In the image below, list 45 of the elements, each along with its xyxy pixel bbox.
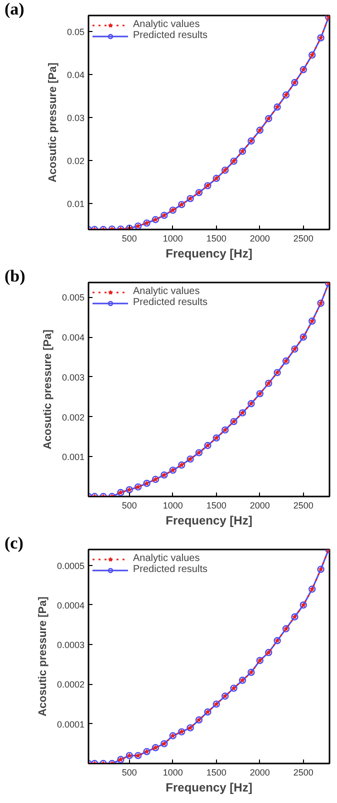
y-tick-label: 0.004 bbox=[62, 332, 85, 343]
y-tick-label: 0.03 bbox=[66, 112, 85, 123]
x-tick-label: 2500 bbox=[293, 500, 314, 510]
legend-label: Analytic values bbox=[133, 553, 200, 564]
x-tick-label: 2500 bbox=[293, 234, 314, 244]
x-axis-title: Frequency [Hz] bbox=[166, 514, 252, 528]
y-tick-label: 0.0001 bbox=[56, 719, 85, 730]
y-tick-label: 0.04 bbox=[66, 70, 85, 80]
legend-label: Predicted results bbox=[133, 564, 208, 575]
y-tick-label: 0.02 bbox=[66, 156, 85, 166]
x-axis-title: Frequency [Hz] bbox=[166, 246, 252, 260]
legend-label: Predicted results bbox=[133, 30, 208, 41]
x-tick-label: 2000 bbox=[250, 768, 270, 778]
y-axis-title: Acosutic pressure [Pa] bbox=[36, 596, 49, 716]
x-tick-label: 1500 bbox=[206, 768, 226, 778]
y-tick-label: 0.0005 bbox=[56, 560, 85, 571]
y-tick-label: 0.05 bbox=[66, 26, 85, 37]
x-tick-label: 1000 bbox=[162, 500, 183, 510]
x-axis-title: Frequency [Hz] bbox=[166, 780, 252, 794]
x-tick-label: 2000 bbox=[250, 234, 270, 244]
text: (b) bbox=[4, 266, 26, 286]
y-tick-label: 0.0002 bbox=[56, 680, 85, 690]
text: (c) bbox=[4, 534, 24, 552]
y-axis-title: Acosutic pressure [Pa] bbox=[46, 62, 59, 182]
x-tick-label: 500 bbox=[122, 500, 137, 510]
y-tick-label: 0.001 bbox=[62, 452, 85, 462]
x-tick-label: 500 bbox=[122, 768, 137, 778]
y-tick-label: 0.002 bbox=[62, 412, 85, 422]
x-tick-label: 1500 bbox=[206, 234, 226, 244]
y-tick-label: 0.0003 bbox=[56, 640, 85, 650]
text: (a) bbox=[4, 0, 24, 18]
x-tick-label: 1000 bbox=[162, 768, 183, 778]
x-tick-label: 2500 bbox=[293, 768, 314, 778]
legend-label: Analytic values bbox=[133, 286, 200, 297]
y-tick-label: 0.005 bbox=[62, 292, 85, 303]
x-tick-label: 2000 bbox=[250, 500, 270, 510]
y-tick-label: 0.003 bbox=[62, 372, 85, 382]
x-tick-label: 500 bbox=[122, 234, 137, 244]
y-tick-label: 0.01 bbox=[66, 198, 85, 209]
legend-label: Predicted results bbox=[133, 297, 208, 308]
x-tick-label: 1000 bbox=[162, 234, 183, 244]
x-tick-label: 1500 bbox=[206, 500, 226, 510]
legend-label: Analytic values bbox=[133, 19, 200, 30]
y-tick-label: 0.0004 bbox=[56, 600, 85, 610]
y-axis-title: Acosutic pressure [Pa] bbox=[42, 329, 54, 450]
